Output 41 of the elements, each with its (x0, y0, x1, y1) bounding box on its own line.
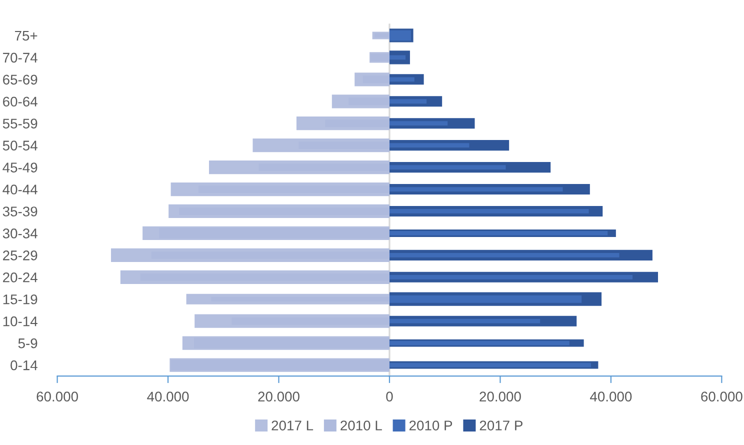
y-tick-label: 60-64 (3, 96, 38, 107)
y-tick-label: 50-54 (2, 140, 38, 150)
x-tick-label: 40.000 (147, 392, 189, 402)
x-tick-label: 20.000 (258, 392, 300, 402)
y-tick-label: 5-9 (18, 338, 38, 348)
legend-label: 2017 P (480, 420, 522, 430)
y-tick-label: 15-19 (3, 294, 38, 304)
bar (389, 165, 506, 170)
bar (389, 274, 633, 280)
legend-label: 2010 P (409, 420, 452, 430)
bar (389, 231, 608, 236)
bar (389, 77, 414, 82)
legend-label: 2017 L (272, 420, 314, 430)
y-tick-label: 55-59 (2, 118, 38, 129)
bar (389, 121, 448, 126)
y-tick-label: 70-74 (3, 52, 38, 63)
bar (389, 252, 620, 258)
x-tick-label: 40.000 (590, 392, 632, 402)
x-tick-label: 60.000 (36, 392, 78, 402)
y-tick-label: 25-29 (3, 250, 38, 260)
y-tick-label: 75+ (14, 30, 38, 41)
x-tick-label: 60.000 (701, 392, 742, 402)
x-tick-label: 0 (386, 392, 393, 402)
bar (389, 55, 406, 60)
y-tick-label: 10-14 (3, 316, 38, 326)
bar (389, 340, 570, 346)
y-tick-label: 0-14 (10, 360, 38, 370)
bar (389, 209, 589, 214)
bar (389, 318, 540, 324)
y-tick-label: 20-24 (3, 272, 38, 282)
legend-label: 2010 L (340, 420, 382, 430)
y-tick-label: 40-44 (2, 184, 38, 194)
bar (389, 187, 563, 192)
x-tick-label: 20.000 (480, 392, 521, 402)
bar (389, 362, 592, 368)
y-tick-label: 30-34 (2, 228, 38, 238)
y-tick-label: 65-69 (3, 74, 38, 85)
y-tick-label: 45-49 (2, 162, 38, 172)
bar (389, 99, 427, 104)
bar (389, 143, 470, 148)
y-tick-label: 35-39 (2, 206, 38, 216)
